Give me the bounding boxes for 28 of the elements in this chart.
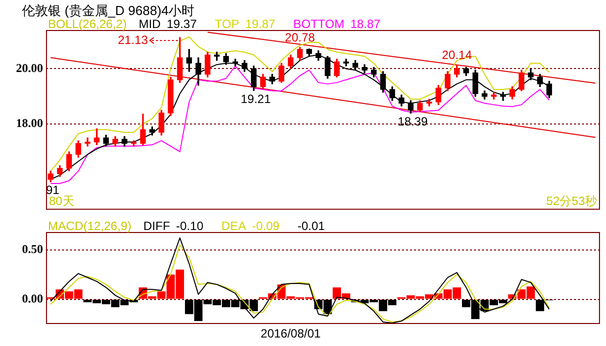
annotation: -0.01	[297, 219, 325, 233]
text: MID	[138, 17, 161, 31]
annotation: 20.14	[442, 48, 472, 62]
y-tick-label: 0.00	[22, 291, 43, 306]
annotation: 18.39	[398, 114, 428, 129]
chart-title: 伦敦银 (贵金属_D 9688)4小时	[22, 2, 195, 19]
x-tick-label: 2016/08/01	[260, 326, 322, 341]
y-tick-label: 20.00	[16, 60, 43, 75]
annotation: 18.87	[350, 17, 380, 31]
text: DEA	[221, 219, 246, 233]
candlestick	[84, 138, 90, 147]
annotation: -0.10	[176, 219, 204, 233]
annotation: 19.37	[166, 17, 197, 31]
annotation: 52分53秒	[546, 194, 597, 208]
legend-title: MACD(12,26,9)	[48, 219, 132, 233]
annotation: -0.09	[252, 219, 280, 233]
annotation: 20.78	[284, 30, 316, 44]
series-label: TOP	[214, 17, 240, 31]
series-label: DIFF	[143, 219, 170, 233]
annotation: 19.21	[240, 92, 272, 106]
y-tick-label: 18.00	[16, 116, 43, 130]
annotation: 21.13	[118, 32, 148, 47]
y-tick-label: 0.50	[22, 242, 43, 256]
annotation: 19.87	[245, 17, 276, 31]
candlestick	[500, 92, 506, 101]
legend-title: BOLL(26,26,2)	[48, 17, 127, 31]
bar	[536, 300, 544, 312]
text: BOTTOM	[293, 17, 344, 31]
